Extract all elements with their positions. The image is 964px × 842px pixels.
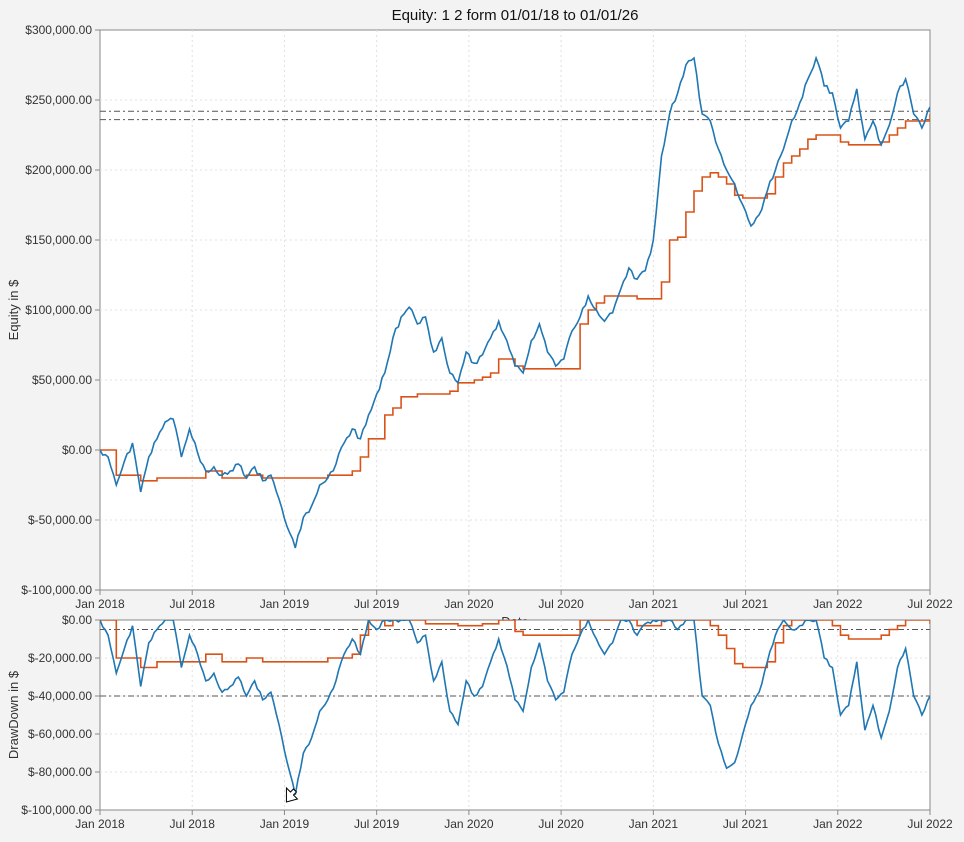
y-tick-label: $150,000.00: [25, 233, 92, 247]
x-tick-label: Jul 2019: [354, 597, 400, 611]
y-tick-label: $0.00: [62, 443, 92, 457]
y-tick-label: $-20,000.00: [28, 651, 92, 665]
y-tick-label: $-80,000.00: [28, 765, 92, 779]
y-tick-label: $300,000.00: [25, 23, 92, 37]
y-tick-label: $100,000.00: [25, 303, 92, 317]
x-tick-label: Jan 2019: [260, 597, 310, 611]
y-tick-label: $-100,000.00: [21, 803, 92, 817]
y-tick-label: $-100,000.00: [21, 583, 92, 597]
x-tick-label: Jan 2021: [629, 597, 679, 611]
x-tick-label: Jul 2020: [538, 817, 584, 831]
x-tick-label: Jan 2021: [629, 817, 679, 831]
equity-chart: $-100,000.00 $-50,000.00 $0.00 $50,000.00 $1…: [6, 23, 953, 611]
x-tick-label: Jul 2021: [723, 817, 769, 831]
equity-chart-y-label: Equity in $: [6, 279, 21, 340]
x-tick-label: Jan 2022: [813, 817, 863, 831]
x-tick-label: Jul 2019: [354, 817, 400, 831]
x-tick-label: Jan 2020: [444, 597, 494, 611]
y-tick-label: $-60,000.00: [28, 727, 92, 741]
x-tick-label: Jan 2018: [75, 817, 125, 831]
x-tick-label: Jul 2022: [907, 597, 953, 611]
y-tick-label: $200,000.00: [25, 163, 92, 177]
x-tick-label: Jan 2022: [813, 597, 863, 611]
drawdown-chart-y-label: DrawDown in $: [6, 670, 21, 759]
x-tick-label: Jul 2022: [907, 817, 953, 831]
drawdown-chart: $-100,000.00 $-80,000.00 $-60,000.00 $-40,0…: [6, 613, 953, 831]
x-tick-label: Jul 2020: [538, 597, 584, 611]
x-tick-label: Jan 2019: [260, 817, 310, 831]
y-tick-label: $-50,000.00: [28, 513, 92, 527]
x-tick-label: Jul 2021: [723, 597, 769, 611]
chart-title: Equity: 1 2 form 01/01/18 to 01/01/26: [392, 7, 639, 24]
x-tick-label: Jul 2018: [170, 597, 216, 611]
y-tick-label: $0.00: [62, 613, 92, 627]
y-tick-label: $-40,000.00: [28, 689, 92, 703]
y-tick-label: $50,000.00: [32, 373, 92, 387]
x-tick-label: Jan 2018: [75, 597, 125, 611]
equity-drawdown-chart: Equity: 1 2 form 01/01/18 to 01/01/26$-1…: [0, 0, 964, 842]
x-tick-label: Jul 2018: [170, 817, 216, 831]
y-tick-label: $250,000.00: [25, 93, 92, 107]
x-tick-label: Jan 2020: [444, 817, 494, 831]
drawdown-chart-plot-area: [100, 620, 930, 810]
